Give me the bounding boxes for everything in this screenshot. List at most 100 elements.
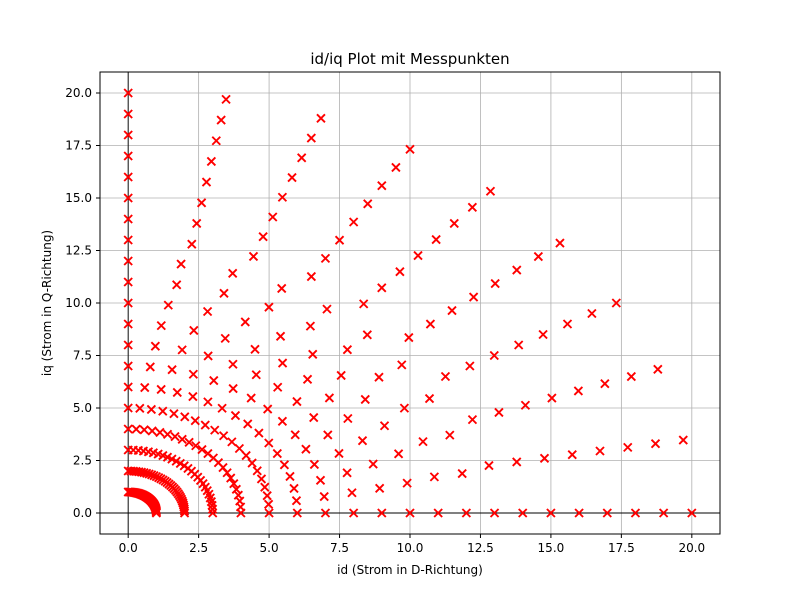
data-point <box>208 508 218 518</box>
data-point <box>206 156 217 167</box>
data-point <box>323 430 333 440</box>
data-point <box>316 113 326 124</box>
x-axis-label: id (Strom in D-Richtung) <box>337 563 483 577</box>
data-point <box>146 404 157 415</box>
data-point <box>520 400 531 410</box>
data-point <box>190 415 200 426</box>
data-point <box>170 431 180 442</box>
data-point <box>123 172 133 182</box>
data-point <box>252 466 262 476</box>
data-point <box>399 403 410 413</box>
data-point <box>219 288 229 298</box>
y-axis-ticks: 0.0 2.5 5.0 7.5 10.0 12.5 15.0 17.5 20.0 <box>65 86 100 520</box>
data-point <box>302 374 313 385</box>
data-point <box>260 482 270 492</box>
data-point <box>247 458 257 468</box>
data-point <box>343 413 353 424</box>
data-point <box>251 370 261 380</box>
data-point <box>145 362 155 372</box>
data-point <box>262 491 272 501</box>
y-axis-label: iq (Strom in Q-Richtung) <box>40 230 54 376</box>
data-point <box>322 304 332 314</box>
data-point <box>184 437 194 448</box>
data-point <box>176 259 186 269</box>
data-point <box>258 232 268 242</box>
data-point <box>546 508 556 518</box>
data-point <box>391 162 401 173</box>
data-point <box>334 235 345 245</box>
y-tick-label: 15.0 <box>65 191 92 205</box>
data-point <box>211 136 221 146</box>
data-point <box>246 393 256 403</box>
y-tick-label: 12.5 <box>65 244 92 258</box>
y-tick-label: 17.5 <box>65 139 92 153</box>
data-point <box>623 442 633 453</box>
data-point <box>240 317 250 327</box>
data-point <box>547 393 557 403</box>
data-point <box>611 298 621 308</box>
data-point <box>305 321 316 331</box>
data-point <box>425 319 436 329</box>
data-point <box>658 508 669 518</box>
data-point <box>228 383 238 394</box>
x-tick-label: 20.0 <box>678 541 705 555</box>
data-point <box>123 445 133 455</box>
data-point <box>539 453 550 463</box>
data-point <box>264 508 274 518</box>
data-point <box>123 130 133 140</box>
data-point <box>131 424 141 434</box>
data-point <box>156 384 166 395</box>
data-point <box>275 331 286 342</box>
data-point <box>363 199 373 209</box>
data-point <box>172 387 182 398</box>
data-point <box>306 271 317 282</box>
data-point <box>187 239 197 249</box>
data-point <box>228 359 238 369</box>
data-point <box>309 459 320 470</box>
data-point <box>357 436 368 446</box>
data-point <box>602 508 612 518</box>
data-point <box>413 250 423 261</box>
x-tick-label: 2.5 <box>189 541 208 555</box>
data-point <box>377 283 387 293</box>
data-point <box>334 448 344 459</box>
data-point <box>123 151 133 161</box>
y-tick-label: 0.0 <box>73 506 92 520</box>
data-point <box>140 382 150 393</box>
data-point <box>360 394 370 405</box>
data-point <box>256 474 267 484</box>
data-point <box>484 460 494 471</box>
data-point <box>630 508 641 518</box>
data-point <box>196 198 207 208</box>
data-point <box>273 382 283 392</box>
data-point <box>277 192 288 202</box>
data-point <box>653 364 663 375</box>
data-point <box>404 332 414 343</box>
data-point <box>377 180 387 191</box>
data-point <box>461 508 472 518</box>
data-point <box>489 350 499 361</box>
data-point <box>567 449 577 460</box>
data-point <box>587 308 597 319</box>
data-point <box>162 429 173 439</box>
data-point <box>123 361 133 371</box>
data-point <box>233 490 244 500</box>
data-point <box>150 341 161 351</box>
data-point <box>169 409 179 419</box>
data-point <box>290 430 300 440</box>
data-point <box>424 393 435 404</box>
x-tick-label: 15.0 <box>538 541 565 555</box>
y-tick-label: 10.0 <box>65 296 92 310</box>
data-point <box>362 330 372 340</box>
data-point <box>250 344 260 354</box>
data-point <box>217 403 227 413</box>
data-point <box>514 340 524 350</box>
data-point <box>210 425 220 435</box>
data-point <box>449 218 459 229</box>
data-point <box>188 391 198 402</box>
data-point <box>320 508 331 518</box>
data-point <box>226 473 236 483</box>
data-point <box>348 217 359 227</box>
data-point <box>393 449 404 459</box>
data-point <box>397 360 407 370</box>
